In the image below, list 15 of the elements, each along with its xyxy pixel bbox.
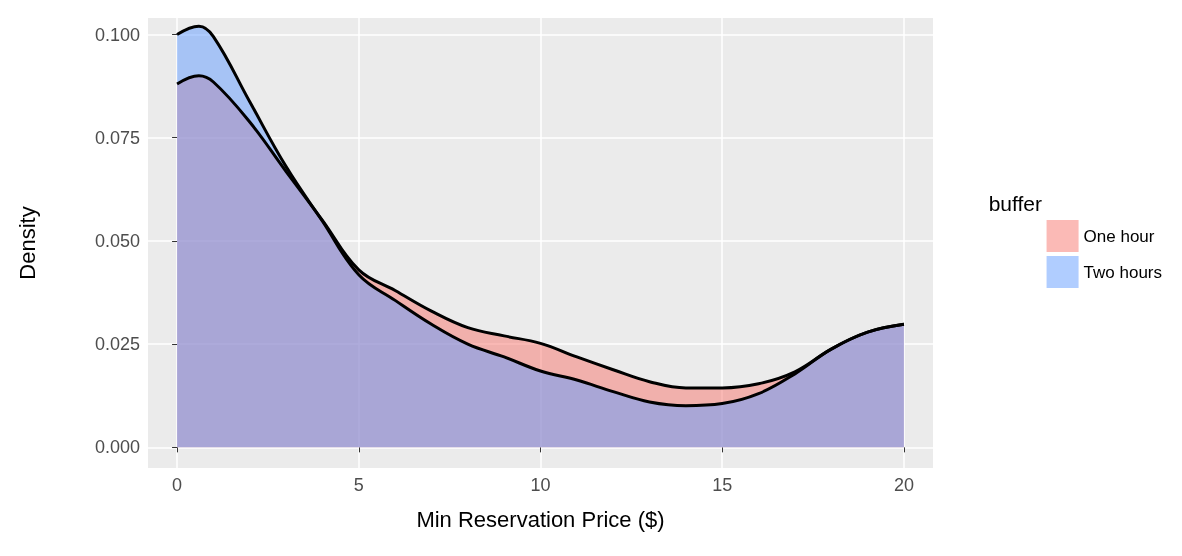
legend-label: Two hours (1083, 262, 1163, 282)
legend-label: One hour (1083, 226, 1155, 246)
y-tick-label: 0.025 (94, 334, 140, 355)
y-tick-label: 0.100 (94, 24, 140, 45)
x-tick-label: 0 (172, 475, 183, 495)
y-tick-label: 0.050 (94, 230, 140, 251)
y-tick-label: 0.075 (94, 127, 140, 148)
x-tick-label: 5 (353, 475, 364, 495)
legend-title: buffer (988, 192, 1043, 215)
x-axis-title: Min Reservation Price ($) (416, 506, 665, 532)
y-axis-title: Density (14, 206, 40, 280)
x-tick-label: 20 (893, 475, 914, 495)
x-tick-label: 10 (530, 475, 551, 495)
y-tick-label: 0.000 (94, 437, 140, 458)
x-tick-label: 15 (712, 475, 733, 495)
